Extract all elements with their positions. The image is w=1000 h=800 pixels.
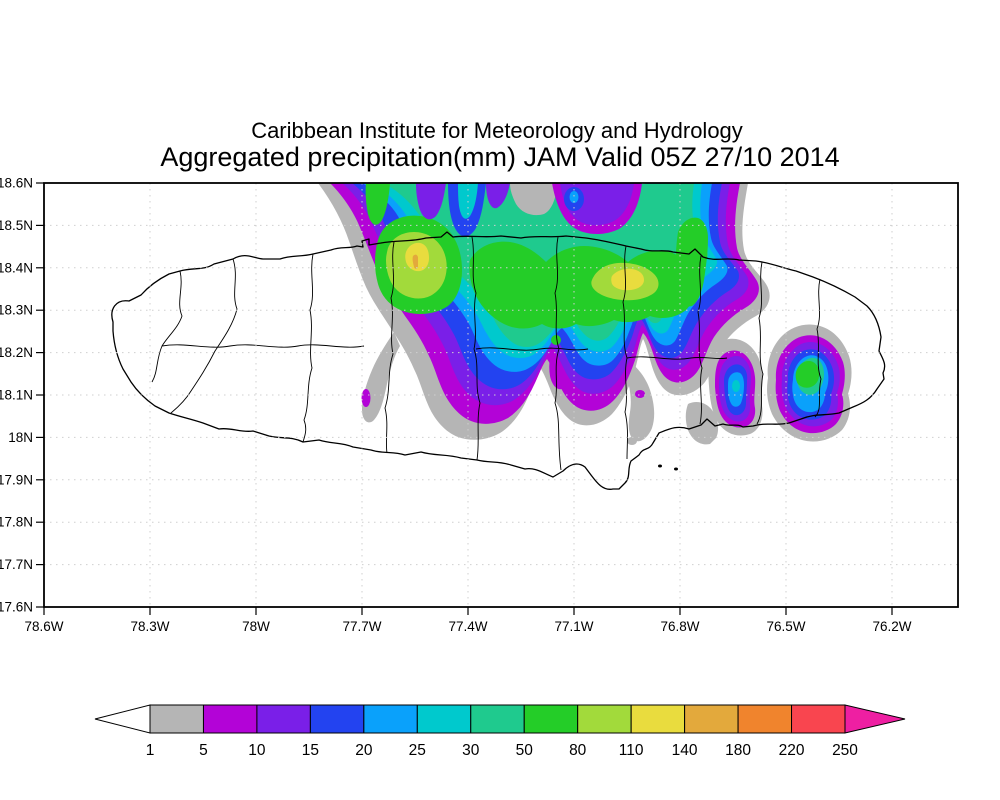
colorbar-label: 80 (569, 742, 587, 759)
x-tick-label: 76.5W (766, 619, 805, 634)
contour-top-dodger-eye (569, 191, 579, 203)
y-tick-label: 17.7N (0, 557, 33, 572)
axis-ticks (36, 182, 893, 615)
colorbar-segment (363, 704, 418, 734)
colorbar-segment (684, 704, 739, 734)
x-tick-label: 77.4W (448, 619, 487, 634)
parish-line (554, 236, 562, 471)
y-tick-label: 18.6N (0, 176, 33, 191)
colorbar-segment (256, 704, 311, 734)
y-tick-label: 17.9N (0, 472, 33, 487)
colorbar-segment (577, 704, 632, 734)
parish-line (471, 236, 481, 461)
colorbar-segment (149, 704, 204, 734)
colorbar-label: 1 (146, 742, 155, 759)
parish-line (814, 278, 822, 418)
colorbar-segment (630, 704, 686, 734)
title-organization: Caribbean Institute for Meteorology and … (251, 118, 743, 143)
colorbar-label: 25 (409, 742, 426, 759)
y-tick-label: 18.5N (0, 218, 33, 233)
contour-top-violet-column (416, 183, 446, 220)
colorbar-label: 5 (199, 742, 208, 759)
contour-top-cyan-column (458, 183, 478, 219)
colorbar-segment (791, 704, 846, 734)
colorbar-label: 15 (302, 742, 319, 759)
x-tick-label: 78.6W (24, 619, 63, 634)
colorbar-segment (470, 704, 525, 734)
parish-line (475, 347, 589, 351)
contour-50mm-east-blob2-core (795, 361, 820, 388)
cay-speck (674, 467, 678, 471)
colorbar-segment (416, 704, 472, 734)
parish-line (302, 253, 314, 443)
contour-1mm-southeast-tail (626, 362, 655, 442)
contour-140mm-dash (412, 254, 418, 269)
y-tick-label: 18.3N (0, 303, 33, 318)
parish-line (151, 270, 183, 383)
parish-boundaries (151, 236, 822, 471)
contour-5mm-speck-a (361, 389, 371, 407)
colorbar-label: 180 (725, 742, 751, 759)
colorbar-segment (202, 704, 258, 734)
contour-110mm-east (611, 268, 644, 291)
x-axis-labels: 78.6W 78.3W 78W 77.7W 77.4W 77.1W 76.8W 76.5W 76… (24, 619, 911, 634)
colorbar-label: 110 (619, 742, 644, 759)
colorbar-label: 10 (248, 742, 266, 759)
gridlines (44, 183, 958, 607)
parish-line (626, 356, 728, 360)
parish-line (161, 344, 365, 348)
x-tick-label: 77.1W (554, 619, 593, 634)
y-axis-labels: 18.6N 18.5N 18.4N 18.3N 18.2N 18.1N 18N 17.9N 17… (0, 176, 33, 615)
x-tick-label: 76.8W (660, 619, 699, 634)
parish-line (384, 241, 395, 454)
contour-5mm-speck-d (635, 390, 645, 398)
colorbar-label: 140 (672, 742, 698, 759)
colorbar-segment (737, 704, 793, 734)
y-tick-label: 18.4N (0, 260, 33, 275)
colorbar-under-arrow (94, 704, 151, 734)
colorbar-label: 50 (516, 742, 534, 759)
colorbar-label: 20 (355, 742, 373, 759)
colorbar-segment (523, 704, 579, 734)
colorbar-over-arrow (844, 704, 906, 734)
contour-top-violet-column2 (486, 183, 510, 209)
y-tick-label: 18.1N (0, 388, 33, 403)
contour-50mm-speck (551, 335, 561, 345)
contour-50mm-column-west (365, 183, 390, 225)
contour-1mm-speck (627, 437, 637, 445)
y-tick-label: 17.6N (0, 600, 33, 615)
parish-line (170, 258, 238, 414)
contour-50mm-center-east (469, 241, 696, 329)
colorbar-label: 220 (779, 742, 805, 759)
x-tick-label: 78W (242, 619, 270, 634)
precip-contour-layers (318, 183, 852, 445)
x-tick-label: 78.3W (130, 619, 169, 634)
y-tick-label: 17.8N (0, 515, 33, 530)
contour-1mm-southwest-strip (362, 332, 400, 423)
jamaica-coastline (111, 231, 886, 490)
contour-25mm-east-blob1-dot (732, 380, 740, 392)
x-tick-label: 76.2W (872, 619, 911, 634)
colorbar-label: 30 (462, 742, 480, 759)
y-tick-label: 18N (8, 430, 33, 445)
precip-colorbar: 1 5 10 15 20 25 30 50 80 110 140 180 220 250 (94, 704, 906, 759)
parish-line (697, 255, 703, 425)
title-valid-line: Aggregated precipitation(mm) JAM Valid 0… (160, 142, 839, 172)
colorbar-segment (309, 704, 365, 734)
parish-line (756, 261, 764, 425)
contour-5mm-speck-c (583, 392, 593, 400)
y-tick-label: 18.2N (0, 345, 33, 360)
cay-speck (658, 464, 662, 468)
contour-top-gray-patch (510, 183, 558, 216)
x-tick-label: 77.7W (342, 619, 381, 634)
colorbar-label: 250 (832, 742, 858, 759)
